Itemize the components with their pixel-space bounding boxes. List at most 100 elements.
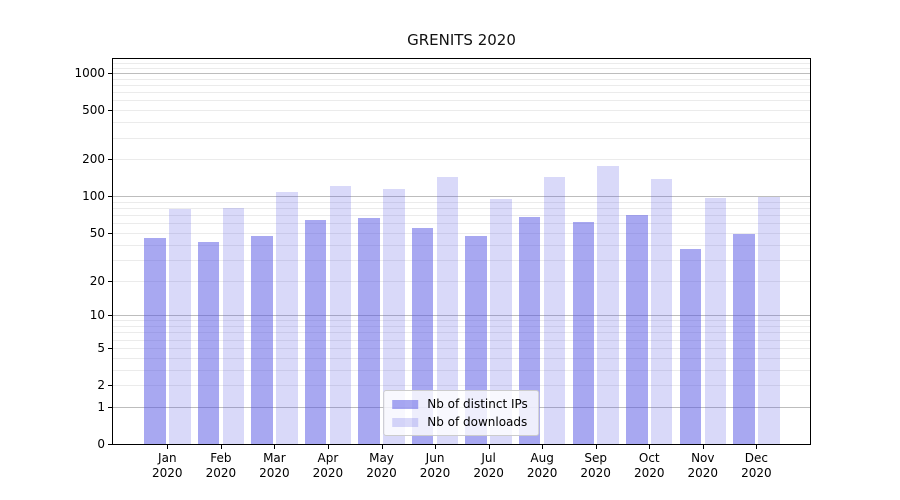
minor-gridline	[113, 85, 810, 87]
bar-distinct-ips	[411, 227, 434, 444]
legend-item-distinct-ips: Nb of distinct IPs	[392, 397, 528, 411]
bar-downloads	[436, 177, 459, 444]
bar-downloads	[543, 177, 566, 444]
minor-gridline	[113, 332, 810, 334]
minor-gridline	[113, 122, 810, 124]
x-tick-mark	[702, 445, 704, 449]
y-tick-label: 1000	[74, 66, 105, 81]
bar-distinct-ips	[679, 248, 702, 444]
x-tick-label: May 2020	[366, 451, 397, 480]
x-tick-mark	[649, 445, 651, 449]
y-tick-label: 10	[89, 308, 105, 323]
minor-gridline	[113, 159, 810, 161]
x-tick-mark	[381, 445, 383, 449]
x-tick-label: Feb 2020	[205, 451, 237, 480]
minor-gridline	[113, 244, 810, 246]
x-tick-mark	[167, 445, 169, 449]
y-tick-label: 1	[97, 399, 105, 414]
x-tick-mark	[488, 445, 490, 449]
bar-distinct-ips	[197, 242, 220, 444]
major-gridline	[113, 73, 810, 75]
x-tick-label: Mar 2020	[259, 451, 290, 480]
x-tick-mark	[756, 445, 758, 449]
legend-label-distinct-ips: Nb of distinct IPs	[427, 397, 528, 411]
y-tick-label: 2	[97, 378, 105, 393]
bar-distinct-ips	[304, 219, 327, 444]
minor-gridline	[113, 201, 810, 203]
y-tick-mark	[108, 159, 112, 161]
minor-gridline	[113, 208, 810, 210]
minor-gridline	[113, 137, 810, 139]
minor-gridline	[113, 232, 810, 234]
bar-downloads	[329, 185, 352, 444]
legend-swatch-downloads	[392, 417, 419, 427]
legend-swatch-distinct-ips	[392, 399, 419, 409]
x-tick-label: Nov 2020	[687, 451, 719, 480]
bar-distinct-ips	[518, 216, 541, 444]
y-tick-mark	[108, 385, 112, 387]
minor-gridline	[113, 385, 810, 387]
y-tick-mark	[108, 347, 112, 349]
legend: Nb of distinct IPs Nb of downloads	[383, 390, 539, 436]
y-tick-mark	[108, 73, 112, 75]
bar-downloads	[597, 166, 619, 444]
x-tick-label: Dec 2020	[741, 451, 772, 480]
minor-gridline	[113, 326, 810, 328]
minor-gridline	[113, 320, 810, 322]
bar-distinct-ips	[358, 218, 380, 444]
major-gridline	[113, 315, 810, 317]
bar-downloads	[276, 191, 298, 444]
y-tick-label: 200	[82, 152, 105, 167]
y-tick-mark	[108, 196, 112, 198]
bar-downloads	[222, 208, 245, 444]
plot-area	[112, 58, 811, 445]
bar-downloads	[169, 209, 191, 444]
x-tick-label: Oct 2020	[633, 451, 665, 480]
y-tick-mark	[108, 110, 112, 112]
y-tick-label: 500	[82, 103, 105, 118]
x-tick-label: Apr 2020	[312, 451, 344, 480]
y-tick-label: 100	[82, 189, 105, 204]
minor-gridline	[113, 223, 810, 225]
x-tick-label: Jul 2020	[473, 451, 504, 480]
bar-distinct-ips	[733, 233, 755, 444]
bar-downloads	[383, 189, 405, 444]
x-tick-mark	[220, 445, 222, 449]
y-tick-label: 50	[89, 225, 105, 240]
chart-title: GRENITS 2020	[407, 31, 516, 49]
minor-gridline	[113, 78, 810, 80]
bar-downloads	[490, 198, 512, 444]
x-tick-label: Jun 2020	[419, 451, 451, 480]
y-tick-label: 0	[97, 437, 105, 451]
bar-downloads	[704, 197, 726, 444]
minor-gridline	[113, 347, 810, 349]
minor-gridline	[113, 92, 810, 94]
bar-distinct-ips	[626, 215, 648, 444]
y-tick-label: 5	[97, 340, 105, 355]
x-tick-label: Sep 2020	[580, 451, 611, 480]
bar-distinct-ips	[251, 236, 273, 444]
minor-gridline	[113, 63, 810, 65]
x-tick-mark	[327, 445, 329, 449]
y-tick-label: 20	[89, 273, 105, 288]
major-gridline	[113, 196, 810, 198]
minor-gridline	[113, 67, 810, 69]
minor-gridline	[113, 259, 810, 261]
minor-gridline	[113, 339, 810, 341]
x-tick-mark	[595, 445, 597, 449]
bar-distinct-ips	[572, 222, 594, 444]
bar-distinct-ips	[144, 238, 166, 444]
y-tick-mark	[108, 444, 112, 445]
legend-label-downloads: Nb of downloads	[427, 415, 528, 429]
minor-gridline	[113, 100, 810, 102]
minor-gridline	[113, 110, 810, 112]
minor-gridline	[113, 369, 810, 371]
minor-gridline	[113, 280, 810, 282]
x-tick-label: Aug 2020	[526, 451, 558, 480]
x-tick-label: Jan 2020	[152, 451, 183, 480]
bar-downloads	[650, 179, 673, 444]
bar-downloads	[758, 197, 780, 444]
x-tick-mark	[435, 445, 437, 449]
y-tick-mark	[108, 406, 112, 408]
